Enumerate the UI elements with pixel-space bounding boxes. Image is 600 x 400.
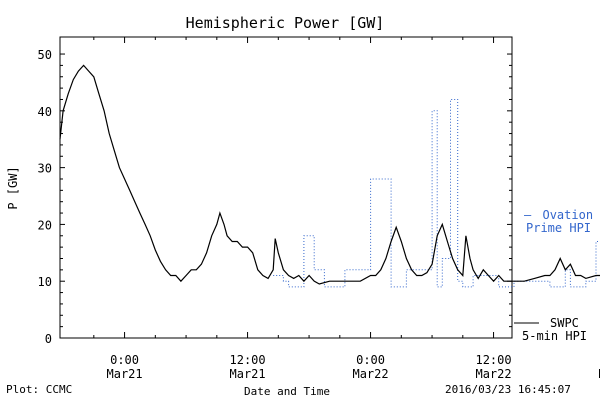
legend-swpc-line2: 5-min HPI bbox=[522, 329, 587, 343]
x-tick-date: Mar21 bbox=[230, 367, 266, 381]
plot-timestamp: 2016/03/23 16:45:07 bbox=[445, 383, 571, 396]
x-tick-time: 12:00 bbox=[475, 353, 511, 367]
legend-ovation: — Ovation Prime HPI bbox=[524, 208, 593, 235]
y-tick-label: 30 bbox=[38, 162, 52, 176]
legend-swpc: SWPC 5-min HPI bbox=[514, 316, 587, 343]
y-axis-ticks: 0 10 20 30 40 50 bbox=[38, 48, 512, 346]
legend-ovation-marker: — bbox=[524, 208, 532, 222]
ovation-hpi-line bbox=[273, 99, 600, 288]
chart-title: Hemispheric Power [GW] bbox=[186, 14, 385, 32]
y-tick-label: 20 bbox=[38, 218, 52, 232]
x-tick-date: Mar23 bbox=[598, 367, 600, 381]
y-tick-label: 0 bbox=[45, 332, 52, 346]
legend-ovation-name: Ovation bbox=[542, 208, 593, 222]
x-tick-date: Mar22 bbox=[352, 367, 388, 381]
y-axis-label: P [GW] bbox=[6, 166, 20, 209]
legend-ovation-line2: Prime HPI bbox=[526, 221, 591, 235]
x-axis-label: Date and Time bbox=[244, 385, 330, 398]
y-tick-label: 50 bbox=[38, 48, 52, 62]
x-axis-ticks: 0:00Mar2112:00Mar210:00Mar2212:00Mar220:… bbox=[93, 37, 600, 381]
plot-frame bbox=[59, 36, 513, 339]
y-tick-label: 40 bbox=[38, 105, 52, 119]
x-tick-time: 12:00 bbox=[230, 353, 266, 367]
x-tick-time: 0:00 bbox=[356, 353, 385, 367]
y-tick-label: 10 bbox=[38, 275, 52, 289]
x-tick-date: Mar22 bbox=[475, 367, 511, 381]
legend-ovation-line1: — Ovation bbox=[524, 208, 593, 222]
x-tick-date: Mar21 bbox=[107, 367, 143, 381]
swpc-hpi-line bbox=[59, 64, 600, 285]
plot-credit: Plot: CCMC bbox=[6, 383, 73, 396]
series-layer bbox=[59, 64, 600, 288]
legend-swpc-line1: SWPC bbox=[550, 316, 579, 330]
x-tick-time: 0:00 bbox=[110, 353, 139, 367]
